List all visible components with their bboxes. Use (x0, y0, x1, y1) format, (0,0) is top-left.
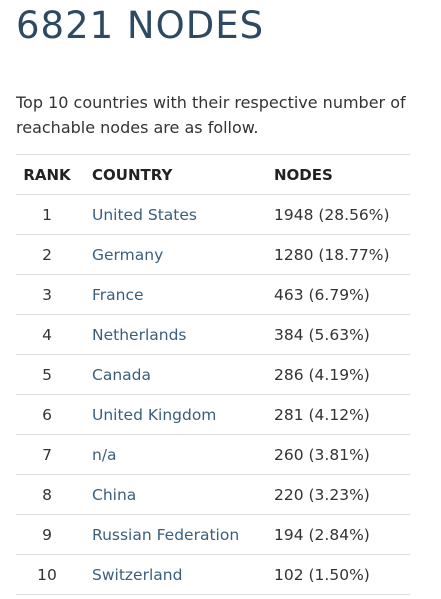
table-row: 9 Russian Federation 194 (2.84%) (16, 514, 410, 555)
country-cell: Russian Federation (78, 514, 274, 555)
country-cell: France (78, 274, 274, 315)
country-link[interactable]: n/a (92, 445, 117, 464)
nodes-table: RANK COUNTRY NODES 1 United States 1948 … (16, 154, 410, 595)
nodes-cell: 463 (6.79%) (274, 274, 410, 315)
nodes-cell: 384 (5.63%) (274, 314, 410, 355)
table-row: 2 Germany 1280 (18.77%) (16, 234, 410, 275)
rank-cell: 9 (16, 514, 78, 555)
rank-cell: 6 (16, 394, 78, 435)
country-cell: United States (78, 194, 274, 235)
rank-cell: 3 (16, 274, 78, 315)
country-link[interactable]: Germany (92, 245, 164, 264)
country-link[interactable]: France (92, 285, 144, 304)
country-link[interactable]: Netherlands (92, 325, 187, 344)
nodes-cell: 194 (2.84%) (274, 514, 410, 555)
table-row: 6 United Kingdom 281 (4.12%) (16, 394, 410, 435)
table-row: 8 China 220 (3.23%) (16, 474, 410, 515)
nodes-cell: 1948 (28.56%) (274, 194, 410, 235)
country-cell: United Kingdom (78, 394, 274, 435)
country-link[interactable]: Switzerland (92, 565, 183, 584)
country-cell: Netherlands (78, 314, 274, 355)
table-row: 5 Canada 286 (4.19%) (16, 354, 410, 395)
nodes-cell: 220 (3.23%) (274, 474, 410, 515)
rank-cell: 8 (16, 474, 78, 515)
country-cell: Germany (78, 234, 274, 275)
country-link[interactable]: Canada (92, 365, 151, 384)
country-cell: n/a (78, 434, 274, 475)
rank-cell: 1 (16, 194, 78, 235)
nodes-cell: 1280 (18.77%) (274, 234, 410, 275)
country-link[interactable]: United Kingdom (92, 405, 217, 424)
country-link[interactable]: Russian Federation (92, 525, 240, 544)
table-row: 3 France 463 (6.79%) (16, 274, 410, 315)
rank-cell: 7 (16, 434, 78, 475)
table-header-row: RANK COUNTRY NODES (16, 154, 410, 195)
rank-cell: 4 (16, 314, 78, 355)
table-row: 4 Netherlands 384 (5.63%) (16, 314, 410, 355)
nodes-cell: 102 (1.50%) (274, 554, 410, 595)
page-title: 6821 NODES (16, 4, 265, 47)
table-row: 10 Switzerland 102 (1.50%) (16, 554, 410, 595)
rank-cell: 5 (16, 354, 78, 395)
country-cell: China (78, 474, 274, 515)
intro-text: Top 10 countries with their respective n… (16, 93, 406, 137)
country-link[interactable]: China (92, 485, 137, 504)
country-cell: Canada (78, 354, 274, 395)
rank-cell: 10 (16, 554, 78, 595)
nodes-cell: 260 (3.81%) (274, 434, 410, 475)
nodes-cell: 281 (4.12%) (274, 394, 410, 435)
header-country: COUNTRY (78, 154, 274, 195)
rank-cell: 2 (16, 234, 78, 275)
country-link[interactable]: United States (92, 205, 197, 224)
table-row: 7 n/a 260 (3.81%) (16, 434, 410, 475)
table-row: 1 United States 1948 (28.56%) (16, 194, 410, 235)
country-cell: Switzerland (78, 554, 274, 595)
header-rank: RANK (16, 154, 78, 195)
nodes-cell: 286 (4.19%) (274, 354, 410, 395)
header-nodes: NODES (274, 154, 410, 195)
